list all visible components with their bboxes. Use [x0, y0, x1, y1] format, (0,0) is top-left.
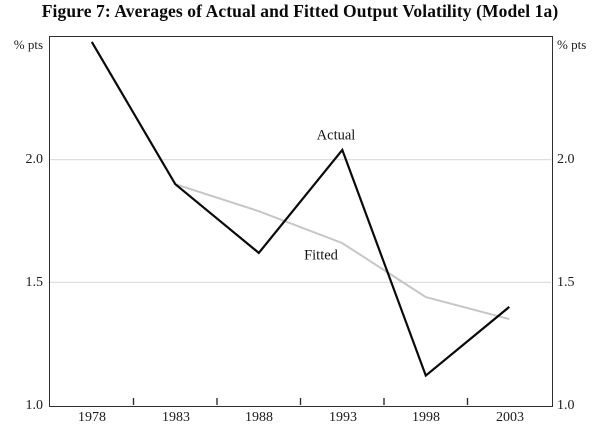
- series-label-fitted: Fitted: [304, 247, 338, 264]
- series-label-actual: Actual: [316, 127, 356, 144]
- y-axis-unit-left: % pts: [13, 37, 43, 52]
- x-tick-label-1988: 1988: [245, 410, 273, 425]
- x-tick-label-2003: 2003: [496, 410, 524, 425]
- y-tick-label-right-1.5: 1.5: [557, 275, 575, 290]
- y-tick-label-right-1.0: 1.0: [557, 398, 575, 413]
- y-tick-label-left-2.0: 2.0: [25, 152, 44, 167]
- y-tick-label-left-1.5: 1.5: [25, 275, 44, 290]
- x-tick-label-1983: 1983: [162, 410, 190, 425]
- x-tick-label-1978: 1978: [78, 410, 106, 425]
- chart-title: Figure 7: Averages of Actual and Fitted …: [41, 1, 559, 21]
- actual-line: [90, 41, 510, 378]
- x-tick-label-1993: 1993: [329, 410, 357, 425]
- y-tick-label-right-2.0: 2.0: [557, 152, 575, 167]
- y-tick-label-left-1.0: 1.0: [25, 398, 44, 413]
- line-chart-canvas: [50, 41, 551, 405]
- x-tick-label-1998: 1998: [412, 410, 440, 425]
- y-axis-unit-right: % pts: [557, 37, 587, 52]
- fitted-line: [174, 183, 510, 321]
- plot-area: [49, 36, 553, 407]
